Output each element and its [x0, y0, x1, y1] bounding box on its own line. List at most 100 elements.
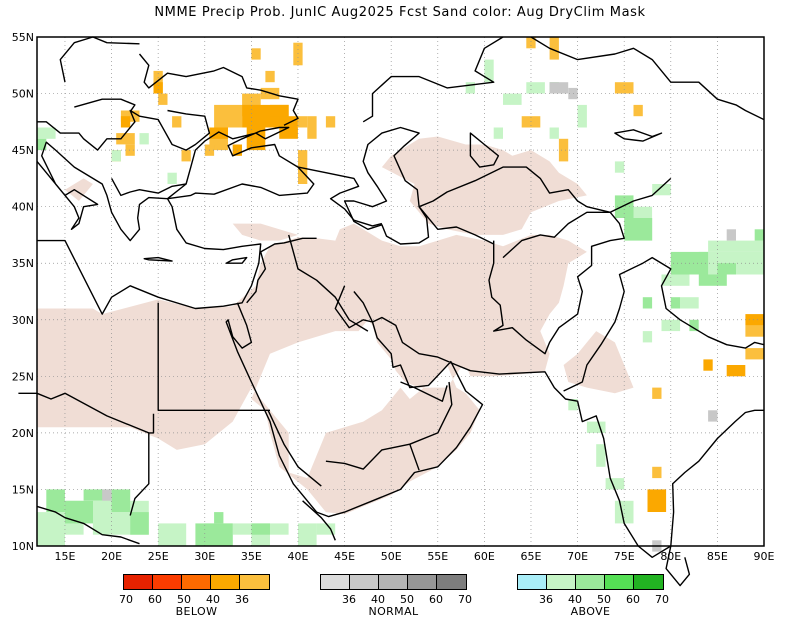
above-36-cell: [316, 523, 336, 535]
coastline-red-sea-arabia-india: [225, 302, 764, 558]
coastline-cyprus: [225, 256, 248, 264]
lat-label: 55N: [12, 31, 34, 44]
above-36-cell: [680, 297, 699, 309]
legend-normal-swatch: [350, 575, 379, 589]
legend-normal-swatch: [437, 575, 466, 589]
lon-label: 30E: [194, 550, 215, 563]
above-40-cell: [698, 274, 727, 286]
border-sahel: [36, 505, 140, 545]
legend-below-swatch: [153, 575, 182, 589]
below-36-cell: [526, 37, 536, 49]
dry-mask-thar: [563, 331, 634, 394]
below-36-cell: [652, 387, 662, 399]
above-40-cell: [195, 523, 233, 546]
legend-above-tick: 60: [626, 593, 640, 606]
below-36-cell: [172, 116, 182, 128]
legend-above-swatch: [547, 575, 576, 589]
lon-label: 25E: [148, 550, 169, 563]
lon-label: 15E: [55, 550, 76, 563]
above-40-cell: [642, 297, 653, 309]
normal-36-cell: [708, 410, 718, 422]
above-36-cell: [298, 523, 317, 546]
coastline-caspian-sea: [343, 126, 430, 245]
lat-label: 40N: [12, 201, 34, 214]
border-eritrea: [267, 410, 322, 487]
below-40-cell: [703, 359, 713, 371]
lon-label: 45E: [334, 550, 355, 563]
probability-cells: [37, 37, 764, 552]
above-36-cell: [526, 82, 545, 94]
above-40-cell: [251, 523, 270, 535]
above-40-cell: [111, 489, 131, 512]
normal-36-cell: [568, 87, 578, 100]
coastline-mediterranean-black-sea: [36, 126, 315, 315]
above-36-cell: [270, 523, 289, 535]
lon-label: 20E: [101, 550, 122, 563]
legend-below-swatches: [123, 574, 270, 590]
legend-normal-swatch: [379, 575, 408, 589]
border-egypt: [157, 302, 270, 411]
lon-label: 35E: [241, 550, 262, 563]
above-36-cell: [465, 82, 475, 94]
legend-below-tick: 60: [148, 593, 162, 606]
above-40-cell: [717, 263, 736, 275]
below-40-cell: [726, 365, 746, 377]
lon-label: 70E: [567, 550, 588, 563]
above-40-cell: [754, 229, 764, 241]
below-36-cell: [116, 133, 135, 145]
border-sudan-chad: [129, 413, 155, 516]
border-horn: [302, 500, 336, 541]
below-36-cell: [558, 138, 569, 162]
longitude-labels: 15E 20E 25E 30E 35E 40E 45E 50E 55E 60E 65E 70E 75E 8…: [55, 550, 775, 563]
dry-mask-iran-afghanistan: [335, 223, 587, 377]
legend-below-tick: 36: [235, 593, 249, 606]
legend-below-ticks: 70 60 50 40 36: [119, 593, 270, 606]
normal-36-cell: [726, 229, 736, 241]
above-36-cell: [642, 331, 653, 343]
above-40-cell: [624, 218, 653, 241]
coastlines-borders: [18, 36, 765, 587]
lon-label: 85E: [707, 550, 728, 563]
above-36-cell: [493, 127, 503, 139]
above-40-cell: [214, 512, 224, 524]
legend-above-swatch: [518, 575, 547, 589]
normal-36-cell: [549, 82, 569, 94]
above-36-cell: [111, 150, 121, 162]
legend-below-swatch: [182, 575, 211, 589]
below-36-cell: [614, 82, 634, 94]
border-yemen-saudi: [325, 443, 420, 471]
below-36-cell: [633, 104, 643, 117]
legend-below-tick: 40: [206, 593, 220, 606]
legend-normal-swatch: [408, 575, 437, 589]
border-caucasus: [297, 166, 383, 227]
above-36-cell: [484, 59, 494, 83]
map-title: NMME Precip Prob. JunIC Aug2025 Fcst San…: [154, 5, 646, 20]
border-kazakhstan-russia: [530, 36, 765, 121]
lat-label: 10N: [12, 540, 34, 553]
legend-above-tick: 40: [568, 593, 582, 606]
above-36-cell: [549, 127, 559, 139]
below-36-cell: [325, 116, 336, 128]
below-36-cell: [181, 150, 191, 162]
border-india-pakistan-nepal: [563, 256, 765, 392]
border-ukraine: [138, 53, 299, 126]
legend-above-swatch: [634, 575, 663, 589]
lon-label: 50E: [381, 550, 402, 563]
lat-label: 50N: [12, 88, 34, 101]
above-40-cell: [670, 297, 681, 309]
above-36-cell: [158, 523, 187, 546]
lon-label: 90E: [754, 550, 775, 563]
above-36-cell: [167, 172, 177, 184]
lon-label: 65E: [521, 550, 542, 563]
legend-below-swatch: [211, 575, 240, 589]
below-40-cell: [270, 104, 289, 117]
lat-label: 45N: [12, 144, 34, 157]
legend-above-swatch: [576, 575, 605, 589]
above-36-cell: [139, 133, 149, 145]
border-syria-iraq-kuwait: [288, 234, 369, 332]
legend-above-caption: ABOVE: [570, 605, 611, 618]
legend-above-swatches: [517, 574, 664, 590]
below-36-cell: [745, 325, 764, 337]
lon-label: 40E: [288, 550, 309, 563]
lon-label: 75E: [614, 550, 635, 563]
